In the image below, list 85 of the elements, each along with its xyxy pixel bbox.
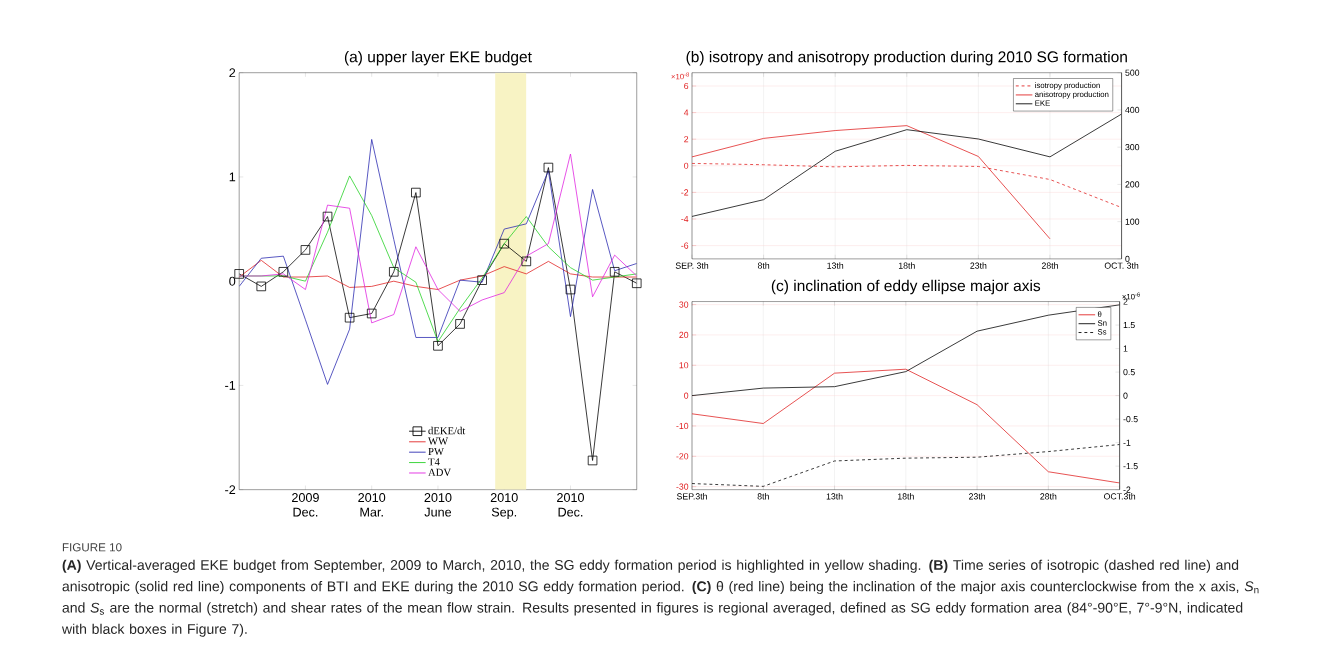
y-tick-label: -10 [676,422,689,430]
text: (A) Vertical-averaged EKE budget from September, 2009 to March, 2010, the SG eddy formation period is highlighted in yellow shading. (B) Time series of isotropic (dashed red line) and anisotropic (solid red line) components of BTI and EKE during the 2010 SG eddy formation period. (C) θ (red line) being the inclination of the major axis counterclockwise from the x axis, S$_{n}$ and S$_{s}$ are the normal (stretch) and shear rates of the mean flow strain. Results presented in figures is regional averaged, defined as SG eddy formation area (84°-90°E, 7°-9°N, indicated with black boxes in Figure 7). [61,559,1259,637]
y-tick-label: 0 [229,276,236,286]
point [587,455,598,466]
y2-tick-label: -2 [1123,486,1131,493]
x-tick-label: 2010 Dec. [557,493,585,517]
point [278,267,289,277]
y2-tick-label: -1.5 [1123,463,1138,470]
x-tick-label: 23th [969,493,986,500]
caption: FIGURE 10 [62,543,122,552]
y-tick-label: -4 [681,215,689,222]
y2-tick-label: 400 [1125,106,1140,114]
point [300,245,311,255]
y2-tick-label: 1 [1123,345,1128,352]
x-tick-label: 28th [1041,262,1058,269]
x-tick-label: OCT. 3th [1104,262,1139,269]
point [389,267,399,277]
y-tick-label: 10 [679,362,689,369]
x-tick-label: 2009 Dec. [292,493,319,517]
x-tick-label: 2010 June [424,493,452,517]
x-tick-label: SEP.3th [676,493,707,500]
chart-title: (a) upper layer EKE budget [344,50,532,66]
x-tick-label: 2010 Sep. [490,493,518,520]
point [455,319,465,329]
point [499,238,509,249]
y-tick-label: 0 [684,162,689,169]
y-tick-label: -20 [676,453,689,460]
chart-title: (b) isotropy and anisotropy production during 2010 SG formation [686,50,1127,66]
x-tick-label: 8th [757,262,770,269]
legend-label: dEKE/dt [428,426,466,435]
point [322,211,333,222]
y-tick-label: 6 [684,82,689,90]
y2-tick-label: 0 [1123,392,1128,399]
x-tick-label: 8th [757,493,769,500]
point [609,267,620,277]
y2-tick-label: 300 [1125,144,1140,151]
point [411,187,421,198]
line-series [692,368,1120,484]
line-series [239,139,637,385]
y-tick-label: 20 [679,331,689,339]
x-tick-label: 23th [970,262,987,269]
y2-tick-label: -0.5 [1123,416,1138,423]
y2-tick-label: 0.5 [1123,369,1135,376]
legend-label: T4 [428,458,440,466]
y-tick-label: 2 [684,136,689,143]
x-tick-label: 2010 Mar. [358,493,386,517]
y-tick-label: 30 [679,301,689,308]
point [521,256,532,267]
x-tick-label: OCT.3th [1104,493,1136,500]
point [234,269,244,279]
x-tick-label: 13th [827,262,844,269]
point [433,341,443,351]
y2-tick-label: 2 [1123,298,1128,305]
line-series [239,153,637,324]
point [631,278,642,289]
point [477,275,487,285]
y-tick-label: 1 [229,172,236,182]
y2-tick-label: 200 [1125,181,1140,188]
x-tick-label: 28th [1040,493,1057,500]
point [565,284,576,295]
point [366,308,377,319]
legend-label: PW [428,447,444,456]
y2-tick-label: 500 [1125,69,1140,76]
y-tick-label: 0 [684,392,689,399]
point [543,162,554,173]
y2-tick-label: 1.5 [1123,322,1135,329]
point [256,281,267,292]
y-tick-label: -1 [225,381,236,390]
y-tick-label: 4 [683,109,689,116]
legend-label: ADV [428,468,451,476]
x-tick-label: 18th [897,493,914,500]
point [344,312,355,323]
x-tick-label: 13th [826,493,843,500]
y-tick-label: -2 [681,189,689,196]
chart-title: (c) inclination of eddy ellipse major axis [771,279,1041,295]
y-tick-label: -6 [681,242,689,249]
y2-tick-label: -1 [1123,439,1131,446]
y-tick-label: -2 [225,485,236,495]
y2-tick-label: 0 [1125,255,1130,262]
y2-tick-label: 100 [1125,218,1140,225]
x-tick-label: 18th [898,262,915,269]
x-tick-label: SEP. 3th [675,262,709,269]
legend-label: WW [428,437,449,445]
y-tick-label: -30 [676,483,689,490]
y-tick-label: 2 [229,68,236,78]
